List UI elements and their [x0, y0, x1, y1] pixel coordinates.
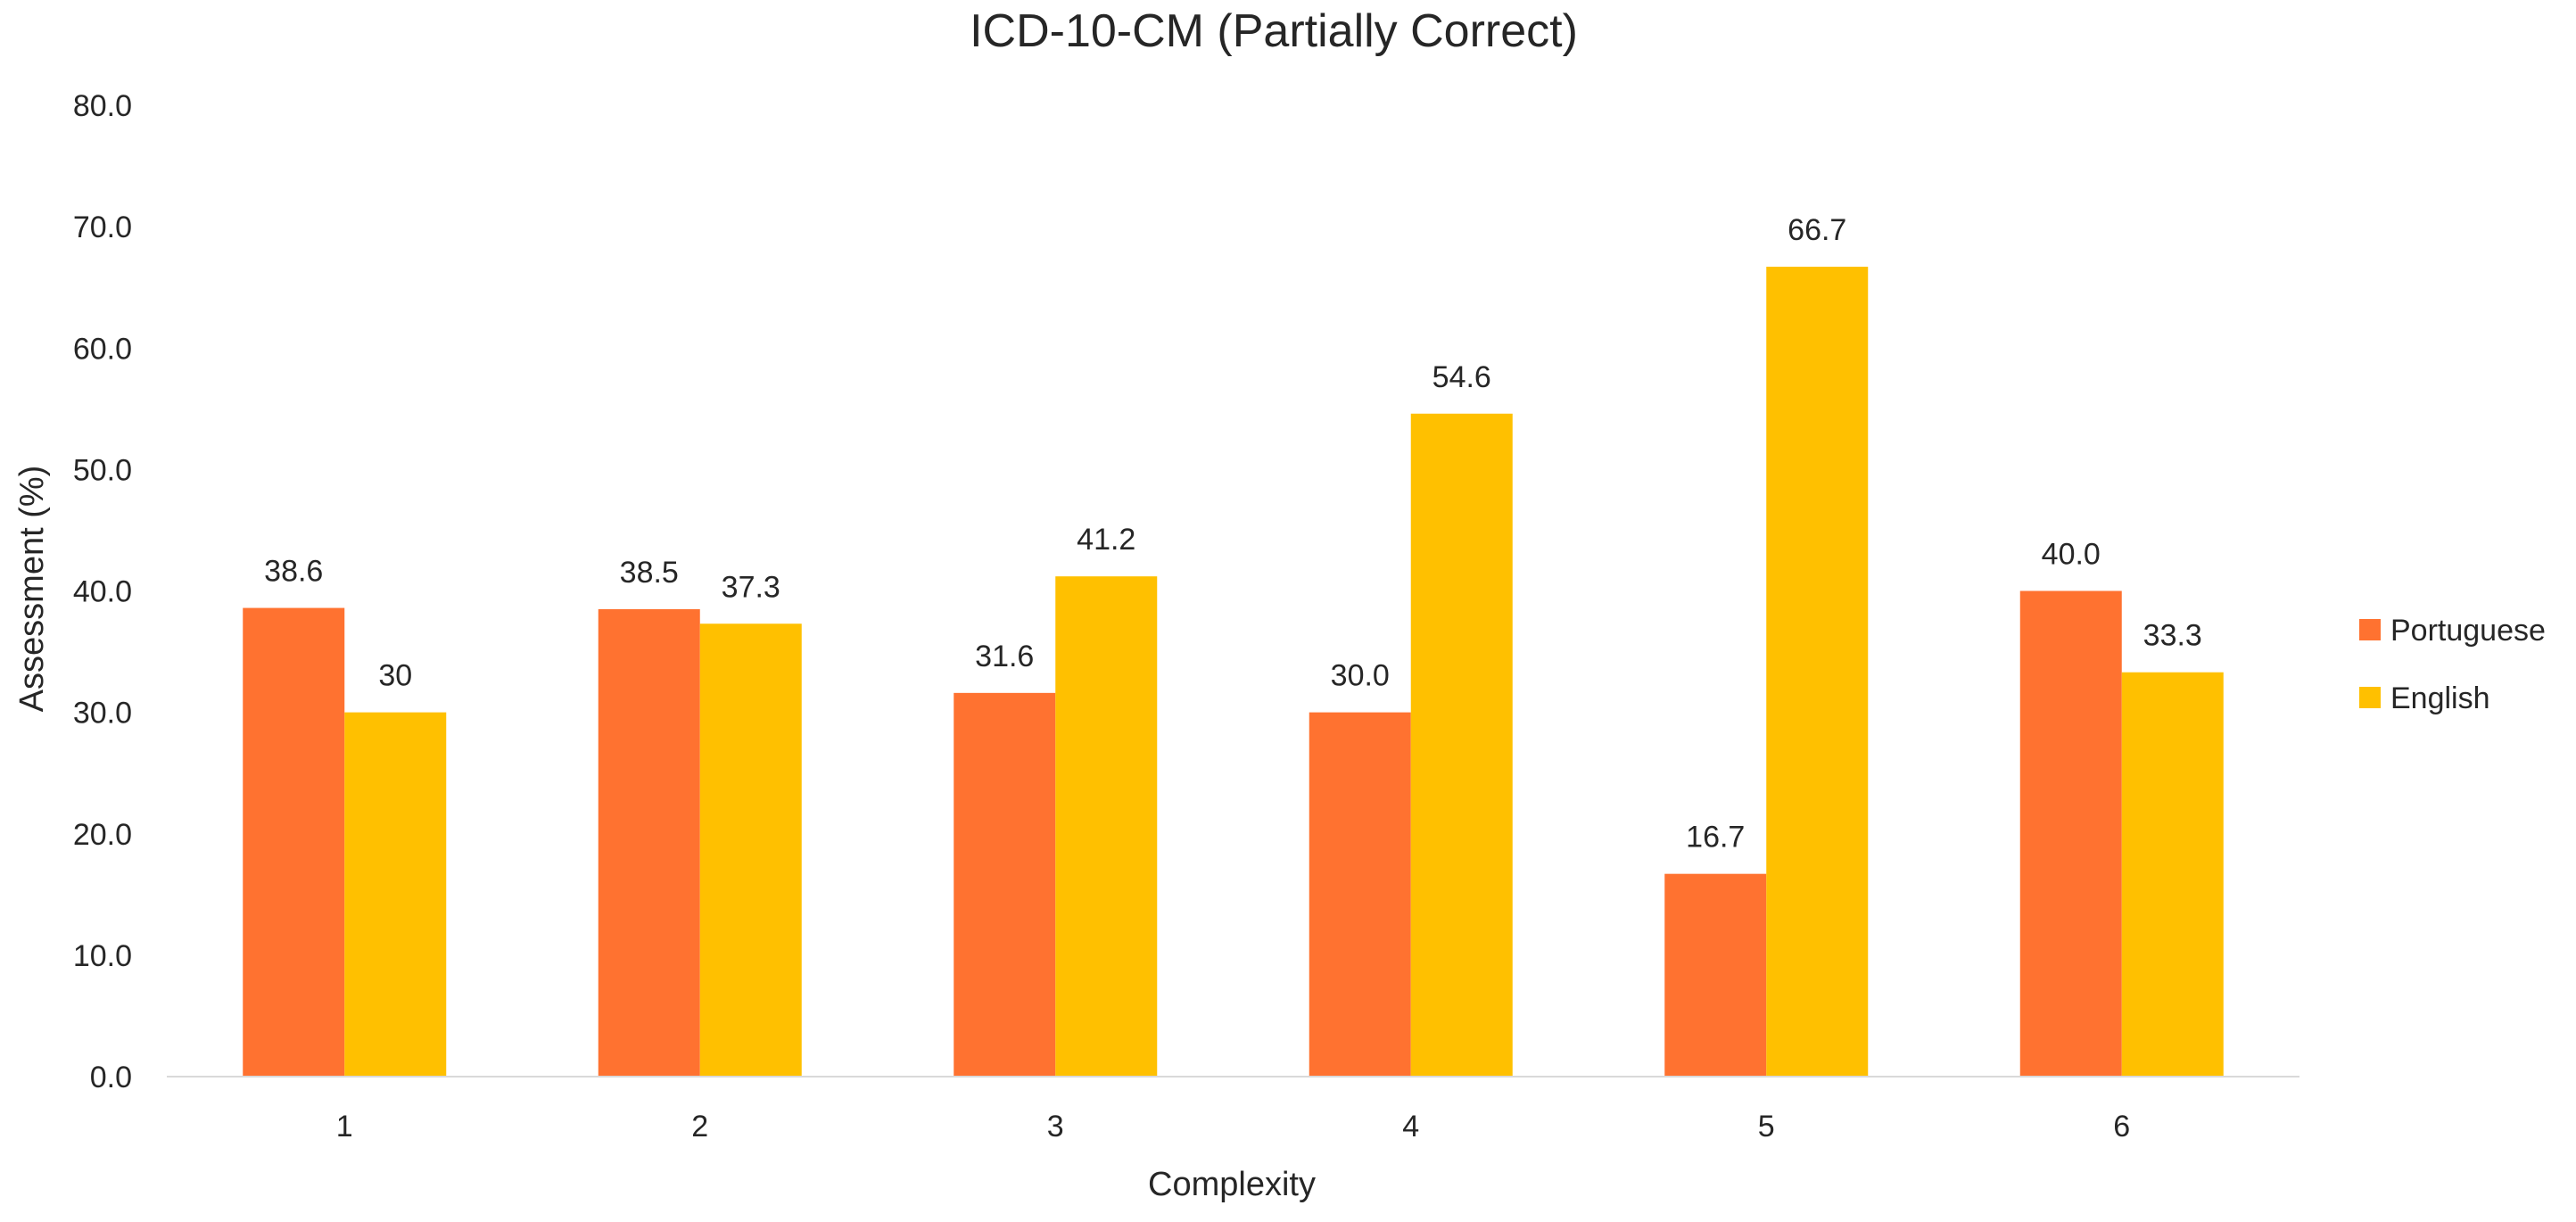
bar-portuguese-3: [954, 692, 1056, 1077]
y-tick-label: 20.0: [73, 818, 132, 852]
data-label-portuguese-6: 40.0: [2042, 538, 2101, 572]
bar-english-4: [1410, 413, 1513, 1077]
x-tick-label: 5: [1758, 1110, 1775, 1144]
legend-label-english: English: [2390, 681, 2490, 715]
legend-swatch-portuguese: [2359, 619, 2381, 640]
y-tick-label: 40.0: [73, 575, 132, 609]
bar-english-1: [344, 712, 447, 1077]
x-tick-label: 4: [1402, 1110, 1419, 1144]
bar-english-6: [2121, 672, 2224, 1077]
bar-portuguese-1: [243, 607, 345, 1077]
data-label-english-2: 37.3: [722, 570, 780, 604]
x-axis-ticks: 1 2 3 4 5 6: [336, 1110, 2130, 1144]
y-tick-label: 80.0: [73, 89, 132, 123]
data-label-english-5: 66.7: [1788, 213, 1846, 247]
chart-title: ICD-10-CM (Partially Correct): [970, 5, 1578, 57]
data-label-portuguese-2: 38.5: [620, 556, 679, 590]
x-axis-title: Complexity: [1148, 1166, 1316, 1203]
y-tick-label: 50.0: [73, 453, 132, 487]
legend: Portuguese English: [2359, 614, 2546, 715]
bar-portuguese-5: [1664, 873, 1767, 1077]
y-tick-label: 60.0: [73, 332, 132, 366]
bar-english-2: [699, 623, 802, 1077]
bar-portuguese-2: [598, 608, 700, 1077]
y-tick-label: 70.0: [73, 211, 132, 244]
data-labels: 38.6 30 38.5 37.3 31.6 41.2 30.0 54.6 16.7 66.7 40…: [264, 213, 2202, 855]
x-tick-label: 6: [2113, 1110, 2130, 1144]
bar-portuguese-6: [2019, 590, 2122, 1077]
data-label-portuguese-1: 38.6: [264, 555, 323, 589]
data-label-portuguese-5: 16.7: [1686, 821, 1745, 855]
y-axis-title: Assessment (%): [13, 466, 51, 713]
bar-english-5: [1766, 267, 1869, 1077]
y-axis-ticks: 0.0 10.0 20.0 30.0 40.0 50.0 60.0 70.0 80.0: [73, 89, 132, 1094]
data-label-english-6: 33.3: [2143, 619, 2202, 653]
bar-portuguese-4: [1309, 712, 1411, 1077]
bars: [243, 267, 2224, 1077]
y-tick-label: 30.0: [73, 697, 132, 731]
data-label-portuguese-4: 30.0: [1331, 659, 1390, 693]
data-label-english-1: 30: [378, 659, 412, 693]
data-label-english-3: 41.2: [1077, 523, 1135, 557]
x-tick-label: 1: [336, 1110, 353, 1144]
legend-swatch-english: [2359, 687, 2381, 708]
data-label-english-4: 54.6: [1432, 360, 1491, 394]
x-tick-label: 3: [1047, 1110, 1064, 1144]
y-tick-label: 0.0: [90, 1061, 132, 1094]
x-tick-label: 2: [691, 1110, 708, 1144]
legend-label-portuguese: Portuguese: [2390, 614, 2546, 648]
data-label-portuguese-3: 31.6: [975, 640, 1034, 673]
bar-english-3: [1055, 576, 1158, 1077]
y-tick-label: 10.0: [73, 939, 132, 973]
